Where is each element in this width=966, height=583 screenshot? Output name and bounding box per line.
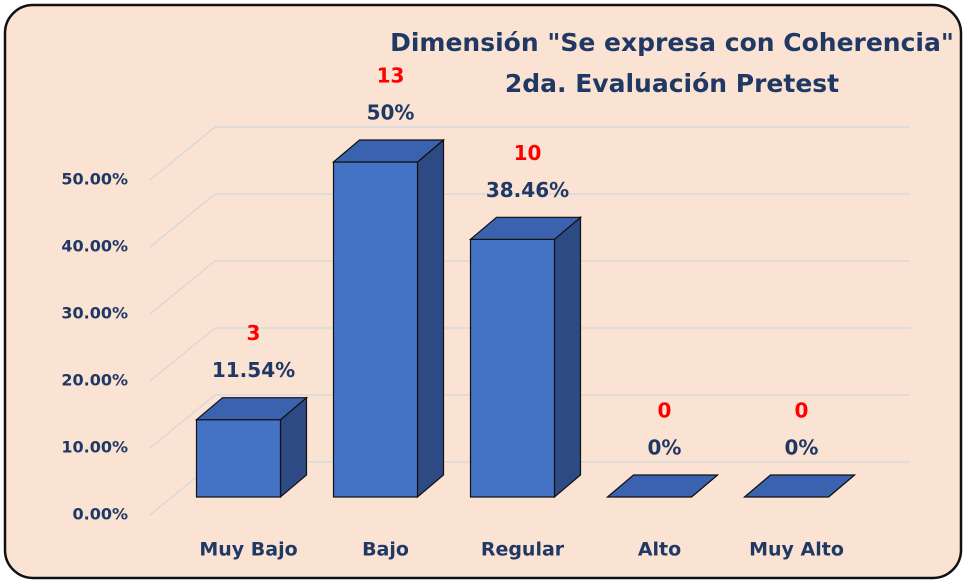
value-label: 0%: [785, 436, 819, 460]
y-tick-label: 40.00%: [61, 237, 128, 256]
grid-line: [149, 327, 910, 382]
grid-line: [149, 260, 910, 315]
y-tick-label: 0.00%: [72, 505, 128, 524]
x-tick-label: Regular: [481, 539, 565, 561]
grid-line: [149, 193, 910, 248]
count-label: 13: [377, 64, 405, 88]
x-tick-label: Muy Alto: [749, 539, 844, 561]
bar-top: [331, 139, 446, 163]
chart-subtitle: 2da. Evaluación Pretest: [505, 69, 839, 98]
bar-top: [194, 397, 309, 421]
bar-side: [553, 216, 582, 499]
y-tick-label: 30.00%: [61, 304, 128, 323]
bar-top: [605, 474, 720, 498]
count-label: 0: [658, 399, 672, 423]
count-label: 0: [795, 399, 809, 423]
count-label: 10: [514, 141, 542, 165]
y-tick-label: 20.00%: [61, 371, 128, 390]
x-tick-label: Muy Bajo: [199, 539, 297, 561]
grid-line: [149, 394, 910, 449]
chart-title: Dimensión "Se expresa con Coherencia": [390, 28, 954, 57]
bar-top: [468, 216, 583, 240]
bar: [332, 161, 419, 498]
y-tick-label: 50.00%: [61, 170, 128, 189]
value-label: 0%: [648, 436, 682, 460]
x-tick-label: Alto: [638, 539, 681, 561]
bar: [195, 419, 282, 498]
value-label: 11.54%: [212, 358, 295, 382]
bar-top: [742, 474, 857, 498]
bar: [469, 238, 556, 498]
y-tick-label: 10.00%: [61, 438, 128, 457]
value-label: 50%: [367, 101, 415, 125]
bar-side: [416, 138, 445, 499]
value-label: 38.46%: [486, 178, 569, 202]
x-tick-label: Bajo: [362, 539, 409, 561]
grid-line: [149, 126, 910, 181]
count-label: 3: [247, 321, 261, 345]
